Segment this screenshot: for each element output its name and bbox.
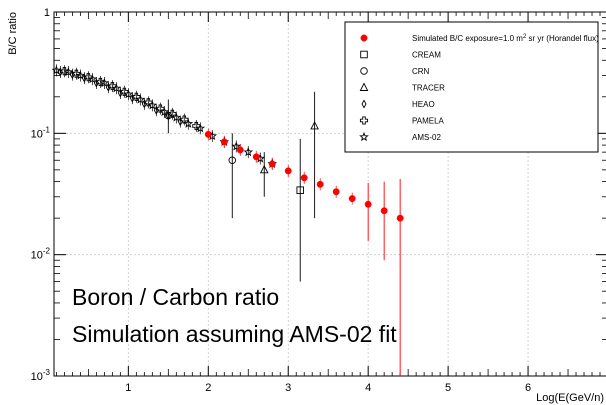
legend: Simulated B/C exposure=1.0 m2 sr yr (Hor… [344,21,599,153]
data-point-ams-02 [63,66,74,77]
x-tick-label: 3 [285,382,291,394]
legend-marker-ams-02 [359,131,369,142]
y-tick-label: 1 [44,7,50,19]
data-point-pamela [192,121,201,131]
data-point-heao [165,111,171,121]
legend-label-pamela: PAMELA [412,117,445,126]
annotation-title: Boron / Carbon ratio [72,284,279,310]
legend-label-crn: CRN [412,67,430,76]
legend-marker-tracer [359,82,369,91]
data-point-simulated-b-c-exposure-1-0-m-sr-yr-horandel-flux [252,153,260,161]
data-point-pamela [72,69,81,78]
data-point-crn [228,156,237,165]
data-point-tracer [310,120,319,130]
data-point-ams-02 [75,70,86,80]
legend-items: Simulated B/C exposure=1.0 m2 sr yr (Hor… [359,34,599,142]
data-point-simulated-b-c-exposure-1-0-m-sr-yr-horandel-flux [236,146,244,154]
data-point-pamela [108,82,117,91]
legend-marker-pamela [359,116,369,125]
y-tick-label: 10-2 [31,247,51,262]
data-point-pamela [60,67,69,76]
data-point-pamela [132,92,141,101]
data-point-heao [93,78,99,88]
y-axis-label: B/C ratio [7,12,19,55]
data-point-tracer [259,164,269,174]
legend-marker-crn [360,67,368,75]
data-point-simulated-b-c-exposure-1-0-m-sr-yr-horandel-flux [220,138,228,146]
y-tick-label: 10-1 [31,125,51,140]
data-point-simulated-b-c-exposure-1-0-m-sr-yr-horandel-flux [204,130,212,138]
data-point-simulated-b-c-exposure-1-0-m-sr-yr-horandel-flux [380,207,388,215]
y-tick-label: 10-3 [31,368,51,383]
legend-label-ams-02: AMS-02 [412,133,441,142]
axis-ticks [54,11,606,377]
data-point-simulated-b-c-exposure-1-0-m-sr-yr-horandel-flux [268,160,276,168]
legend-label-cream: CREAM [412,51,441,60]
data-point-ams-02 [87,74,98,84]
data-point-ams-02 [183,118,194,128]
data-point-ams-02 [195,123,206,133]
legend-box [344,21,599,153]
x-tick-label: 1 [125,382,131,394]
data-point-ams-02 [99,77,110,88]
data-point-cream [296,186,304,194]
data-point-simulated-b-c-exposure-1-0-m-sr-yr-horandel-flux [396,214,404,222]
data-markers [51,65,404,222]
x-axis-label: Log(E(GeV/n) [536,392,604,404]
x-tick-label: 6 [525,382,531,394]
data-point-pamela [144,98,153,107]
data-point-simulated-b-c-exposure-1-0-m-sr-yr-horandel-flux [316,180,324,188]
x-tick-label: 4 [365,382,371,394]
data-point-ams-02 [159,106,170,117]
data-point-pamela [120,87,129,96]
data-point-simulated-b-c-exposure-1-0-m-sr-yr-horandel-flux [300,174,308,182]
data-point-ams-02 [135,94,146,104]
legend-label-tracer: TRACER [412,84,445,93]
data-point-pamela [96,77,105,87]
plot-frame [53,11,606,377]
x-tick-label: 5 [445,382,451,394]
data-point-simulated-b-c-exposure-1-0-m-sr-yr-horandel-flux [284,167,292,175]
data-point-heao [129,93,135,103]
data-point-heao [81,73,87,83]
legend-marker-heao [361,99,367,109]
legend-label-simulated-b-c-exposure-1-0-m-sr-yr-horandel-flux: Simulated B/C exposure=1.0 m2 sr yr (Hor… [412,34,599,43]
x-tick-label: 2 [205,382,211,394]
annotation-subtitle: Simulation assuming AMS-02 fit [72,321,397,347]
data-point-ams-02 [171,112,182,122]
legend-marker-cream [360,50,368,59]
data-point-ams-02 [243,147,254,157]
data-point-simulated-b-c-exposure-1-0-m-sr-yr-horandel-flux [332,188,340,196]
legend-label-heao: HEAO [412,100,435,109]
data-point-ams-02 [123,89,134,99]
data-point-ams-02 [111,83,122,93]
data-point-heao [69,70,75,80]
data-point-simulated-b-c-exposure-1-0-m-sr-yr-horandel-flux [348,195,356,203]
data-point-ams-02 [147,100,158,110]
data-point-pamela [156,104,165,113]
data-point-ams-02 [51,65,62,75]
data-point-pamela [84,73,93,82]
legend-marker-simulated-b-c-exposure-1-0-m-sr-yr-horandel-flux [360,34,368,42]
data-point-heao [57,67,63,77]
data-point-simulated-b-c-exposure-1-0-m-sr-yr-horandel-flux [364,200,372,208]
data-point-ams-02 [231,141,242,151]
